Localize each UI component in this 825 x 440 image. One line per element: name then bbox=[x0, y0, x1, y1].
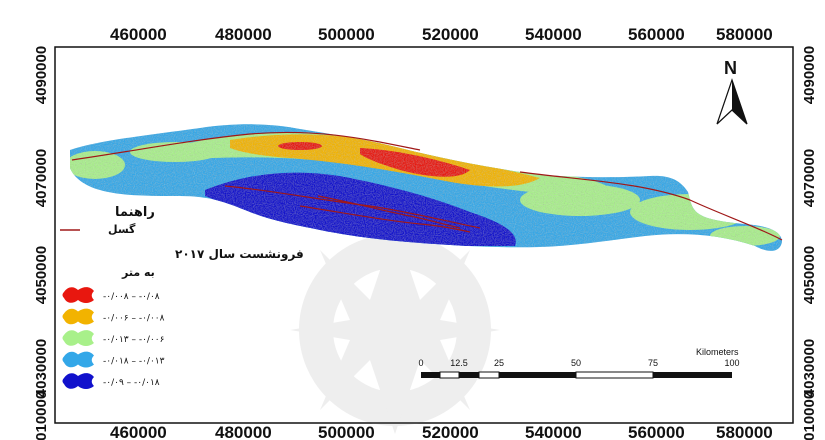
x-tick-top: 460000 bbox=[110, 25, 167, 44]
legend-subsidence-title: فرونشست سال ۲۰۱۷ bbox=[175, 247, 304, 262]
x-axis-top: 460000 480000 500000 520000 540000 56000… bbox=[110, 25, 773, 44]
scale-unit: Kilometers bbox=[696, 347, 739, 357]
y-tick-left: 4090000 bbox=[33, 46, 50, 104]
x-axis-bottom: 460000 480000 500000 520000 540000 56000… bbox=[110, 423, 773, 440]
legend-class-label: -۰/۰۰۶ – -۰/۰۰۸ bbox=[103, 314, 165, 324]
y-tick-left: 4050000 bbox=[33, 246, 50, 304]
legend-class-label: -۰/۰۰۸ – -۰/۰۸ bbox=[103, 292, 160, 302]
legend-class-label: -۰/۰۱۸ – -۰/۰۱۳ bbox=[103, 357, 165, 367]
y-tick-left: 4030000 bbox=[33, 339, 50, 397]
legend-swatch bbox=[62, 373, 94, 389]
legend-units: به متر bbox=[121, 266, 155, 279]
y-tick-left: 4070000 bbox=[33, 149, 50, 207]
fault-lines bbox=[71, 131, 783, 241]
scale-tick-label: 50 bbox=[571, 358, 581, 368]
legend-title: راهنما bbox=[115, 205, 155, 220]
x-tick-bottom: 560000 bbox=[628, 423, 685, 440]
x-tick-top: 560000 bbox=[628, 25, 685, 44]
x-tick-top: 520000 bbox=[422, 25, 479, 44]
legend-swatch bbox=[62, 351, 94, 368]
scale-segment bbox=[653, 372, 732, 378]
y-tick-left: 4010000 bbox=[33, 391, 50, 440]
x-tick-bottom: 520000 bbox=[422, 423, 479, 440]
scale-tick-label: 25 bbox=[494, 358, 504, 368]
y-tick-right: 4090000 bbox=[801, 46, 818, 104]
x-tick-bottom: 500000 bbox=[318, 423, 375, 440]
x-tick-bottom: 480000 bbox=[215, 423, 272, 440]
scale-tick-label: 100 bbox=[724, 358, 739, 368]
scale-segment bbox=[439, 371, 460, 379]
y-tick-right: 4070000 bbox=[801, 149, 818, 207]
x-tick-top: 540000 bbox=[525, 25, 582, 44]
legend-class-label: -۰/۰۱۳ – -۰/۰۰۶ bbox=[103, 335, 165, 345]
y-tick-right: 4010000 bbox=[801, 391, 818, 440]
north-label: N bbox=[724, 58, 737, 78]
scale-segment bbox=[459, 372, 479, 378]
scale-segment bbox=[478, 371, 500, 379]
y-tick-right: 4030000 bbox=[801, 339, 818, 397]
x-tick-top: 580000 bbox=[716, 25, 773, 44]
scale-tick-label: 12.5 bbox=[450, 358, 468, 368]
x-tick-bottom: 540000 bbox=[525, 423, 582, 440]
legend: راهنما گسل فرونشست سال ۲۰۱۷ به متر -۰/۰۰… bbox=[60, 205, 304, 389]
legend-swatch bbox=[62, 330, 94, 346]
x-tick-top: 480000 bbox=[215, 25, 272, 44]
legend-class-label: -۰/۰۹ – -۰/۰۱۸ bbox=[103, 378, 160, 388]
scale-segment bbox=[499, 372, 576, 378]
x-tick-top: 500000 bbox=[318, 25, 375, 44]
scale-segment bbox=[575, 371, 654, 379]
scale-tick-label: 75 bbox=[648, 358, 658, 368]
scale-segment bbox=[421, 372, 440, 378]
legend-swatch bbox=[62, 287, 94, 303]
north-arrow: N bbox=[716, 58, 748, 125]
x-tick-bottom: 460000 bbox=[110, 423, 167, 440]
legend-swatch bbox=[62, 308, 94, 325]
y-tick-right: 4050000 bbox=[801, 246, 818, 304]
scale-tick-label: 0 bbox=[418, 358, 423, 368]
legend-fault-label: گسل bbox=[108, 223, 136, 236]
scale-bar: Kilometers 0 12.5 25 50 75 100 bbox=[418, 347, 740, 379]
x-tick-bottom: 580000 bbox=[716, 423, 773, 440]
